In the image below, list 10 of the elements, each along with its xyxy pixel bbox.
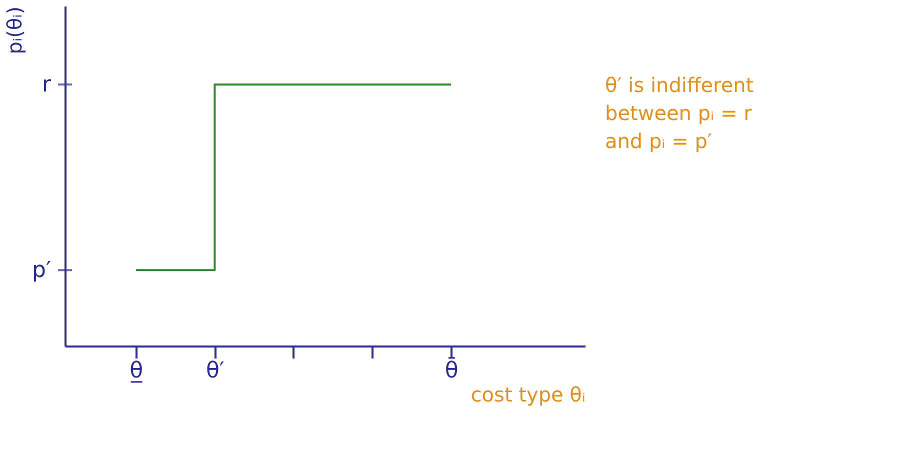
text: and pᵢ = p′ [605,129,712,153]
x-tick-label: θ̲ [130,358,144,384]
text: p′ [32,258,51,284]
x-axis-title: cost type θᵢ [470,382,586,406]
text: r [42,72,52,98]
x-tick-label: θ̄ [444,356,458,384]
text: between pᵢ = r [605,101,753,125]
text: θ′ is indifferent [605,73,754,97]
x-tick-label: θ′ [206,358,224,384]
y-axis-title: pᵢ(θᵢ) [2,6,26,54]
